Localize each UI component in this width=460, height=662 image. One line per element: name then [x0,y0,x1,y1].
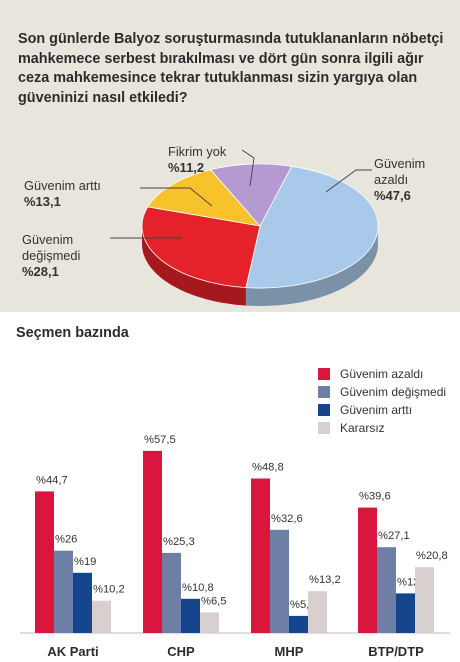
bar-2-0 [251,478,270,633]
bar-value-label: %57,5 [144,434,176,446]
bar-3-0 [358,507,377,633]
bar-2-2 [289,615,308,633]
bar-0-2 [73,572,92,633]
bar-value-label: %6,5 [201,595,227,607]
bar-value-label: %25,3 [163,536,195,548]
survey-question: Son günlerde Balyoz soruşturmasında tutu… [18,31,444,106]
bar-value-label: %20,8 [416,550,448,562]
bar-value-label: %13,2 [309,574,341,586]
pie-label-text: Fikrim yok [168,144,227,159]
legend-label: Güvenim değişmedi [340,385,447,399]
bar-3-1 [377,547,396,633]
pie-leader-line-3 [241,149,255,187]
bar-0-3 [92,600,111,633]
bar-2-3 [308,591,327,633]
section-title: Seçmen bazında [16,325,129,341]
pie-label-guvenim-azaldi: Güvenim azaldı %47,6 [374,156,454,204]
pie-slice-2 [147,169,262,227]
bar-value-label: %26 [55,534,77,546]
pie-label-value: %13,1 [24,194,61,209]
pie-slice-3 [209,163,293,227]
pie-label-value: %47,6 [374,188,411,203]
pie-label-guvenim-degismedi: Güvenim değişmedi %28,1 [22,232,112,280]
bar-value-label: %10,8 [182,582,214,594]
survey-panel: Son günlerde Balyoz soruşturmasında tutu… [0,0,460,312]
pie-label-text: Güvenim değişmedi [22,232,81,263]
bar-3-3 [415,567,434,633]
bar-1-3 [200,612,219,633]
legend-swatch [318,368,330,380]
bar-2-1 [270,529,289,633]
bar-value-label: %32,6 [271,513,303,525]
legend-label: Güvenim arttı [340,403,413,417]
pie-label-fikrim-yok: Fikrim yok %11,2 [168,144,278,176]
legend-swatch [318,386,330,398]
category-label: MHP [275,644,304,659]
legend-label: Güvenim azaldı [340,367,424,381]
category-label: CHP [167,644,195,659]
bar-1-1 [162,552,181,633]
legend-label: Kararsız [340,421,385,435]
pie-side-0 [245,228,378,306]
bar-1-2 [181,598,200,633]
bar-value-label: %27,1 [378,530,410,542]
pie-slice-1 [141,206,261,289]
legend-swatch [318,404,330,416]
bar-value-label: %19 [74,556,96,568]
legend-swatch [318,422,330,434]
pie-slice-0 [245,165,379,289]
pie-side-1 [142,226,246,306]
pie-leader-line-0 [325,169,372,193]
bar-3-2 [396,593,415,633]
bar-0-0 [35,491,54,633]
bar-value-label: %10,2 [93,584,125,596]
pie-leader-line-2 [140,187,213,207]
pie-label-value: %28,1 [22,264,59,279]
pie-label-text: Güvenim arttı [24,178,101,193]
pie-label-text: Güvenim azaldı [374,156,426,187]
bar-value-label: %48,8 [252,462,284,474]
bar-0-1 [54,550,73,633]
pie-label-value: %11,2 [168,160,205,175]
bar-value-label: %44,7 [36,474,68,486]
category-label: AK Parti [47,644,98,659]
bar-value-label: %39,6 [359,491,391,503]
bar-1-0 [143,450,162,633]
category-label: BTP/DTP [368,644,424,659]
pie-chart [110,149,379,306]
pie-label-guvenim-artti: Güvenim arttı %13,1 [24,178,144,210]
